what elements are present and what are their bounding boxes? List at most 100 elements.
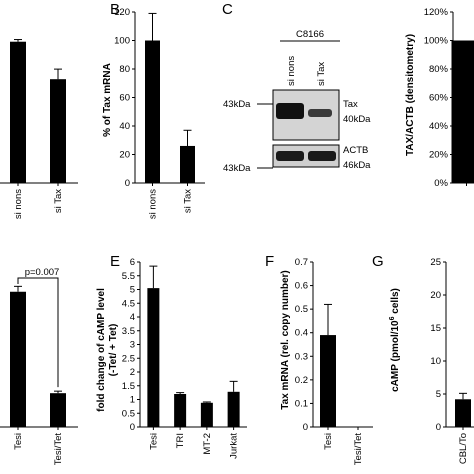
bar [50,79,66,183]
y-tick-label: 0 [130,422,135,433]
category-label: si Tax [183,189,194,213]
y-tick-label: 40 [119,121,130,132]
tax-band-name: Tax [343,99,358,110]
chart-g: 0 5 10 15 20 25 CBL/To [430,257,474,464]
category-label: si Tax [53,189,64,213]
y-tick-label: 0.5 [295,304,308,315]
panel-letter-g: G [372,253,384,270]
actb-band-size: 46kDa [343,160,371,171]
actb-blot-membrane [272,144,340,168]
bar [50,393,66,427]
category-label: MT-2 [202,433,213,455]
actb-band-si-tax [308,151,336,161]
blot-lane-2: si Tax [316,62,327,86]
y-tick-label: 0.7 [295,257,308,268]
actb-band-si-nons [276,151,304,161]
y-tick-label: 120% [424,7,449,18]
category-label: Tesi [323,433,334,450]
blot-marker-bottom: 43kDa [223,163,251,174]
y-tick-label: 25 [430,257,441,268]
panel-letter-e: E [110,253,120,270]
y-tick-label: 60% [429,93,449,104]
y-tick-label: 10 [430,356,441,367]
blot-lane-1: si nons [286,56,297,86]
chart-b: 0 20 40 60 80 100 120 si nons si Tax [114,7,205,219]
p-value-annotation: p=0.007 [25,267,60,278]
y-tick-label: 40% [429,121,449,132]
category-label: si nons [13,189,24,219]
bar [200,402,213,427]
y-tick-label: 0 [303,422,308,433]
blot-marker-top: 43kDa [223,99,251,110]
e-y-axis-label-2: (-Tet/ + Tet) [108,324,119,377]
b-y-axis-label: % of Tax mRNA [102,63,113,137]
y-tick-label: 4.5 [122,298,135,309]
y-tick-label: 5.5 [122,271,135,282]
y-tick-label: 3.5 [122,326,135,337]
y-tick-label: 0.4 [295,328,308,339]
significance-bracket [17,277,59,388]
y-tick-label: 2.5 [122,353,135,364]
chart-a: si nons si Tax [0,39,78,219]
y-tick-label: 80 [119,64,130,75]
category-label: CBL/To [458,433,469,464]
g-y-label-main: cAMP (pmol/10 [390,320,401,392]
y-tick-label: 1.5 [122,381,135,392]
bar [451,40,474,183]
category-label: Tesi/Tet [353,433,364,466]
panel-letter-b: B [110,1,120,18]
y-tick-label: 2 [130,367,135,378]
panel-letter-c: C [222,1,233,18]
category-label: Jurkat [229,433,240,459]
y-tick-label: 0.3 [295,351,308,362]
y-tick-label: 0.1 [295,398,308,409]
category-label: Tesi/Tet [53,433,64,466]
f-y-axis-label: Tax mRNA (rel. copy number) [280,270,291,409]
y-tick-label: 5 [130,285,135,296]
y-tick-label: 60 [119,93,130,104]
g-y-label-end: cells) [390,288,401,316]
y-tick-label: 4 [130,312,135,323]
chart-e: 0 0.5 1 1.5 2 2.5 3 3.5 4 4.5 5 5.5 6 Tesi TRI MT-2 Jurk… [122,257,247,459]
y-tick-label: 20 [119,150,130,161]
y-tick-label: 1 [130,395,135,406]
category-label: Tesi [148,433,159,450]
bar [180,145,195,183]
bar [147,288,160,427]
y-tick-label: 100% [424,36,449,47]
y-tick-label: 120 [114,7,130,18]
g-y-label-sup: 6 [389,316,396,320]
y-tick-label: 5 [436,389,441,400]
western-blot: C8166 si nons si Tax 43kDa 43kDa Tax 40k… [223,29,371,174]
bar [227,391,240,427]
y-tick-label: 20% [429,150,449,161]
tax-band-si-tax [308,109,332,117]
bar [145,40,160,183]
category-label: TRI [175,433,186,448]
y-tick-label: 0% [434,178,448,189]
e-y-axis-label: fold change of cAMP level [96,288,107,412]
d-y-axis-label: TAX/ACTB (densitometry) [405,34,416,156]
y-tick-label: 0 [436,422,441,433]
y-tick-label: 0.5 [122,408,135,419]
category-label: Tesi [13,433,24,450]
chart-ll: Tesi Tesi/Tet p=0.007 [0,267,78,465]
y-tick-label: 0.2 [295,375,308,386]
y-tick-label: 6 [130,257,135,268]
bar [174,394,187,427]
category-label: si nons [148,189,159,219]
bar [10,41,26,183]
chart-f: 0 0.1 0.2 0.3 0.4 0.5 0.6 0.7 Tesi Tesi/Tet [295,257,373,465]
blot-cell-line: C8166 [296,29,324,40]
bar [455,399,471,427]
y-tick-label: 100 [114,36,130,47]
y-tick-label: 80% [429,64,449,75]
y-tick-label: 15 [430,323,441,334]
y-tick-label: 20 [430,290,441,301]
bar [320,335,336,427]
panel-letter-f: F [265,253,274,270]
y-tick-label: 0 [125,178,130,189]
y-tick-label: 3 [130,340,135,351]
